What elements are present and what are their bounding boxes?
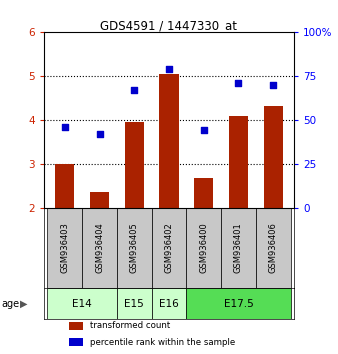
Point: [236, 80, 241, 86]
Bar: [152, 288, 186, 319]
Bar: [69, 338, 83, 347]
Text: GSM936401: GSM936401: [234, 223, 243, 273]
Bar: [186, 208, 221, 288]
Text: E17.5: E17.5: [224, 299, 254, 309]
Point: [270, 82, 276, 87]
Bar: [117, 288, 152, 319]
Bar: [55, 164, 74, 208]
Bar: [186, 288, 291, 319]
Point: [201, 127, 207, 133]
Text: GSM936404: GSM936404: [95, 223, 104, 273]
Text: transformed count: transformed count: [90, 321, 170, 330]
Text: age: age: [2, 299, 20, 309]
Text: percentile rank within the sample: percentile rank within the sample: [90, 338, 236, 347]
Bar: [117, 208, 152, 288]
Point: [131, 87, 137, 93]
Title: GDS4591 / 1447330_at: GDS4591 / 1447330_at: [100, 19, 238, 32]
Text: GSM936403: GSM936403: [60, 222, 69, 273]
Bar: [125, 122, 144, 208]
Bar: [229, 116, 248, 208]
Text: E16: E16: [159, 299, 179, 309]
Bar: [69, 321, 83, 330]
Text: GSM936400: GSM936400: [199, 223, 208, 273]
Bar: [47, 288, 117, 319]
Bar: [160, 74, 178, 208]
Text: GSM936405: GSM936405: [130, 223, 139, 273]
Text: GSM936402: GSM936402: [165, 223, 173, 273]
Bar: [152, 208, 186, 288]
Bar: [221, 208, 256, 288]
Text: ▶: ▶: [20, 299, 27, 309]
Text: E15: E15: [124, 299, 144, 309]
Bar: [82, 208, 117, 288]
Bar: [90, 192, 109, 208]
Point: [62, 124, 68, 130]
Bar: [256, 208, 291, 288]
Point: [97, 131, 102, 137]
Text: E14: E14: [72, 299, 92, 309]
Bar: [47, 208, 82, 288]
Text: GSM936406: GSM936406: [269, 222, 278, 273]
Point: [166, 66, 172, 72]
Bar: [264, 106, 283, 208]
Bar: [194, 178, 213, 208]
